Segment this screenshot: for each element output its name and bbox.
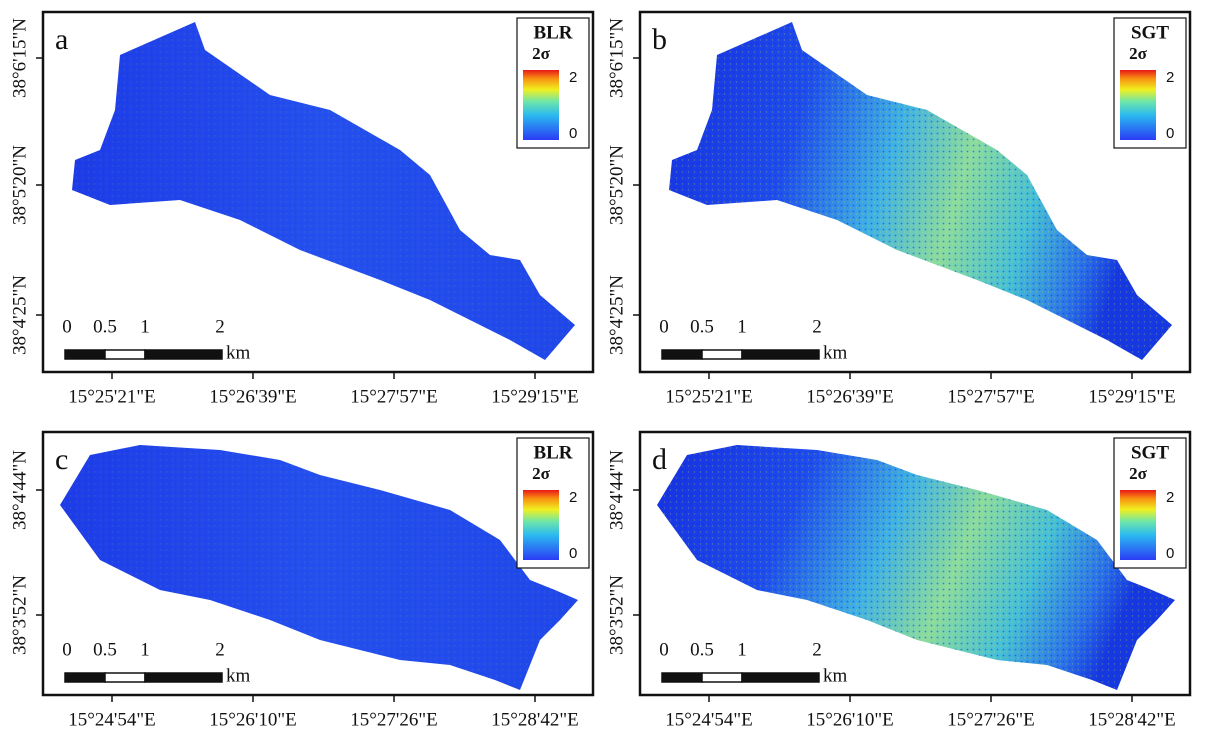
scale-label: 0 <box>62 316 72 337</box>
scale-unit: km <box>823 665 848 686</box>
color-bar <box>523 70 559 140</box>
y-label: 38°4'25"N <box>9 275 30 355</box>
x-label: 15°27'26"E <box>947 709 1034 730</box>
x-label: 15°28'42"E <box>491 709 578 730</box>
scale-label: 2 <box>812 639 822 660</box>
x-label: 15°27'26"E <box>350 709 437 730</box>
scale-unit: km <box>823 342 848 363</box>
x-label: 15°25'21"E <box>665 386 752 407</box>
scale-label: 1 <box>140 316 150 337</box>
x-label: 15°26'39"E <box>806 386 893 407</box>
color-bar-label: 2 <box>1166 69 1174 86</box>
scale-bar-segment <box>661 672 703 683</box>
scale-label: 0.5 <box>690 316 714 337</box>
y-label: 38°3'52"N <box>606 575 627 655</box>
y-label: 38°4'44"N <box>9 450 30 530</box>
scale-bar-segment <box>64 349 106 360</box>
y-label: 38°3'52"N <box>9 575 30 655</box>
color-bar-label: 0 <box>1166 545 1174 562</box>
x-label: 15°27'57"E <box>947 386 1034 407</box>
panel-letter: c <box>55 443 68 476</box>
scale-bar-segment <box>701 672 743 683</box>
scale-label: 0.5 <box>93 316 117 337</box>
scale-label: 1 <box>737 316 747 337</box>
scale-bar-segment <box>144 672 223 683</box>
legend-title: SGT <box>1131 442 1169 463</box>
color-bar-label: 2 <box>1166 489 1174 506</box>
scale-label: 2 <box>215 639 225 660</box>
color-bar <box>1120 70 1156 140</box>
x-label: 15°26'10"E <box>806 709 893 730</box>
scale-bar-segment <box>104 349 146 360</box>
legend-subtitle: 2σ <box>1129 464 1148 483</box>
legend-title: BLR <box>533 442 572 463</box>
legend-title: SGT <box>1131 22 1169 43</box>
x-label: 15°24'54"E <box>665 709 752 730</box>
y-label: 38°4'25"N <box>606 275 627 355</box>
panel-letter: d <box>652 443 667 476</box>
scale-label: 0.5 <box>93 639 117 660</box>
x-label: 15°25'21"E <box>68 386 155 407</box>
color-bar <box>523 490 559 560</box>
basin-texture <box>72 22 575 360</box>
x-label: 15°28'42"E <box>1088 709 1175 730</box>
scale-bar-segment <box>741 672 820 683</box>
scale-bar-segment <box>661 349 703 360</box>
scale-unit: km <box>226 342 251 363</box>
scale-label: 0 <box>659 639 669 660</box>
x-label: 15°29'15"E <box>491 386 578 407</box>
color-bar <box>1120 490 1156 560</box>
scale-bar-segment <box>104 672 146 683</box>
color-bar-label: 2 <box>569 69 577 86</box>
scale-label: 0.5 <box>690 639 714 660</box>
color-bar-label: 0 <box>569 545 577 562</box>
basin-texture <box>669 22 1172 360</box>
scale-label: 1 <box>140 639 150 660</box>
scale-label: 2 <box>215 316 225 337</box>
color-bar-label: 0 <box>569 125 577 142</box>
scale-bar-segment <box>144 349 223 360</box>
scale-label: 0 <box>62 639 72 660</box>
basin-texture <box>60 445 578 690</box>
scale-label: 2 <box>812 316 822 337</box>
scale-unit: km <box>226 665 251 686</box>
y-label: 38°6'15"N <box>606 18 627 98</box>
panel-letter: b <box>652 23 667 56</box>
scale-label: 1 <box>737 639 747 660</box>
scale-bar-segment <box>741 349 820 360</box>
scale-label: 0 <box>659 316 669 337</box>
color-bar-label: 2 <box>569 489 577 506</box>
basin-texture <box>657 445 1175 690</box>
x-label: 15°29'15"E <box>1088 386 1175 407</box>
y-label: 38°5'20"N <box>9 145 30 225</box>
x-label: 15°27'57"E <box>350 386 437 407</box>
legend-subtitle: 2σ <box>1129 44 1148 63</box>
y-label: 38°4'44"N <box>606 450 627 530</box>
y-label: 38°5'20"N <box>606 145 627 225</box>
panel-letter: a <box>55 23 68 56</box>
scale-bar-segment <box>64 672 106 683</box>
scale-bar-segment <box>701 349 743 360</box>
x-label: 15°24'54"E <box>68 709 155 730</box>
legend-title: BLR <box>533 22 572 43</box>
y-label: 38°6'15"N <box>9 18 30 98</box>
color-bar-label: 0 <box>1166 125 1174 142</box>
legend-subtitle: 2σ <box>532 464 551 483</box>
x-label: 15°26'10"E <box>209 709 296 730</box>
x-label: 15°26'39"E <box>209 386 296 407</box>
legend-subtitle: 2σ <box>532 44 551 63</box>
